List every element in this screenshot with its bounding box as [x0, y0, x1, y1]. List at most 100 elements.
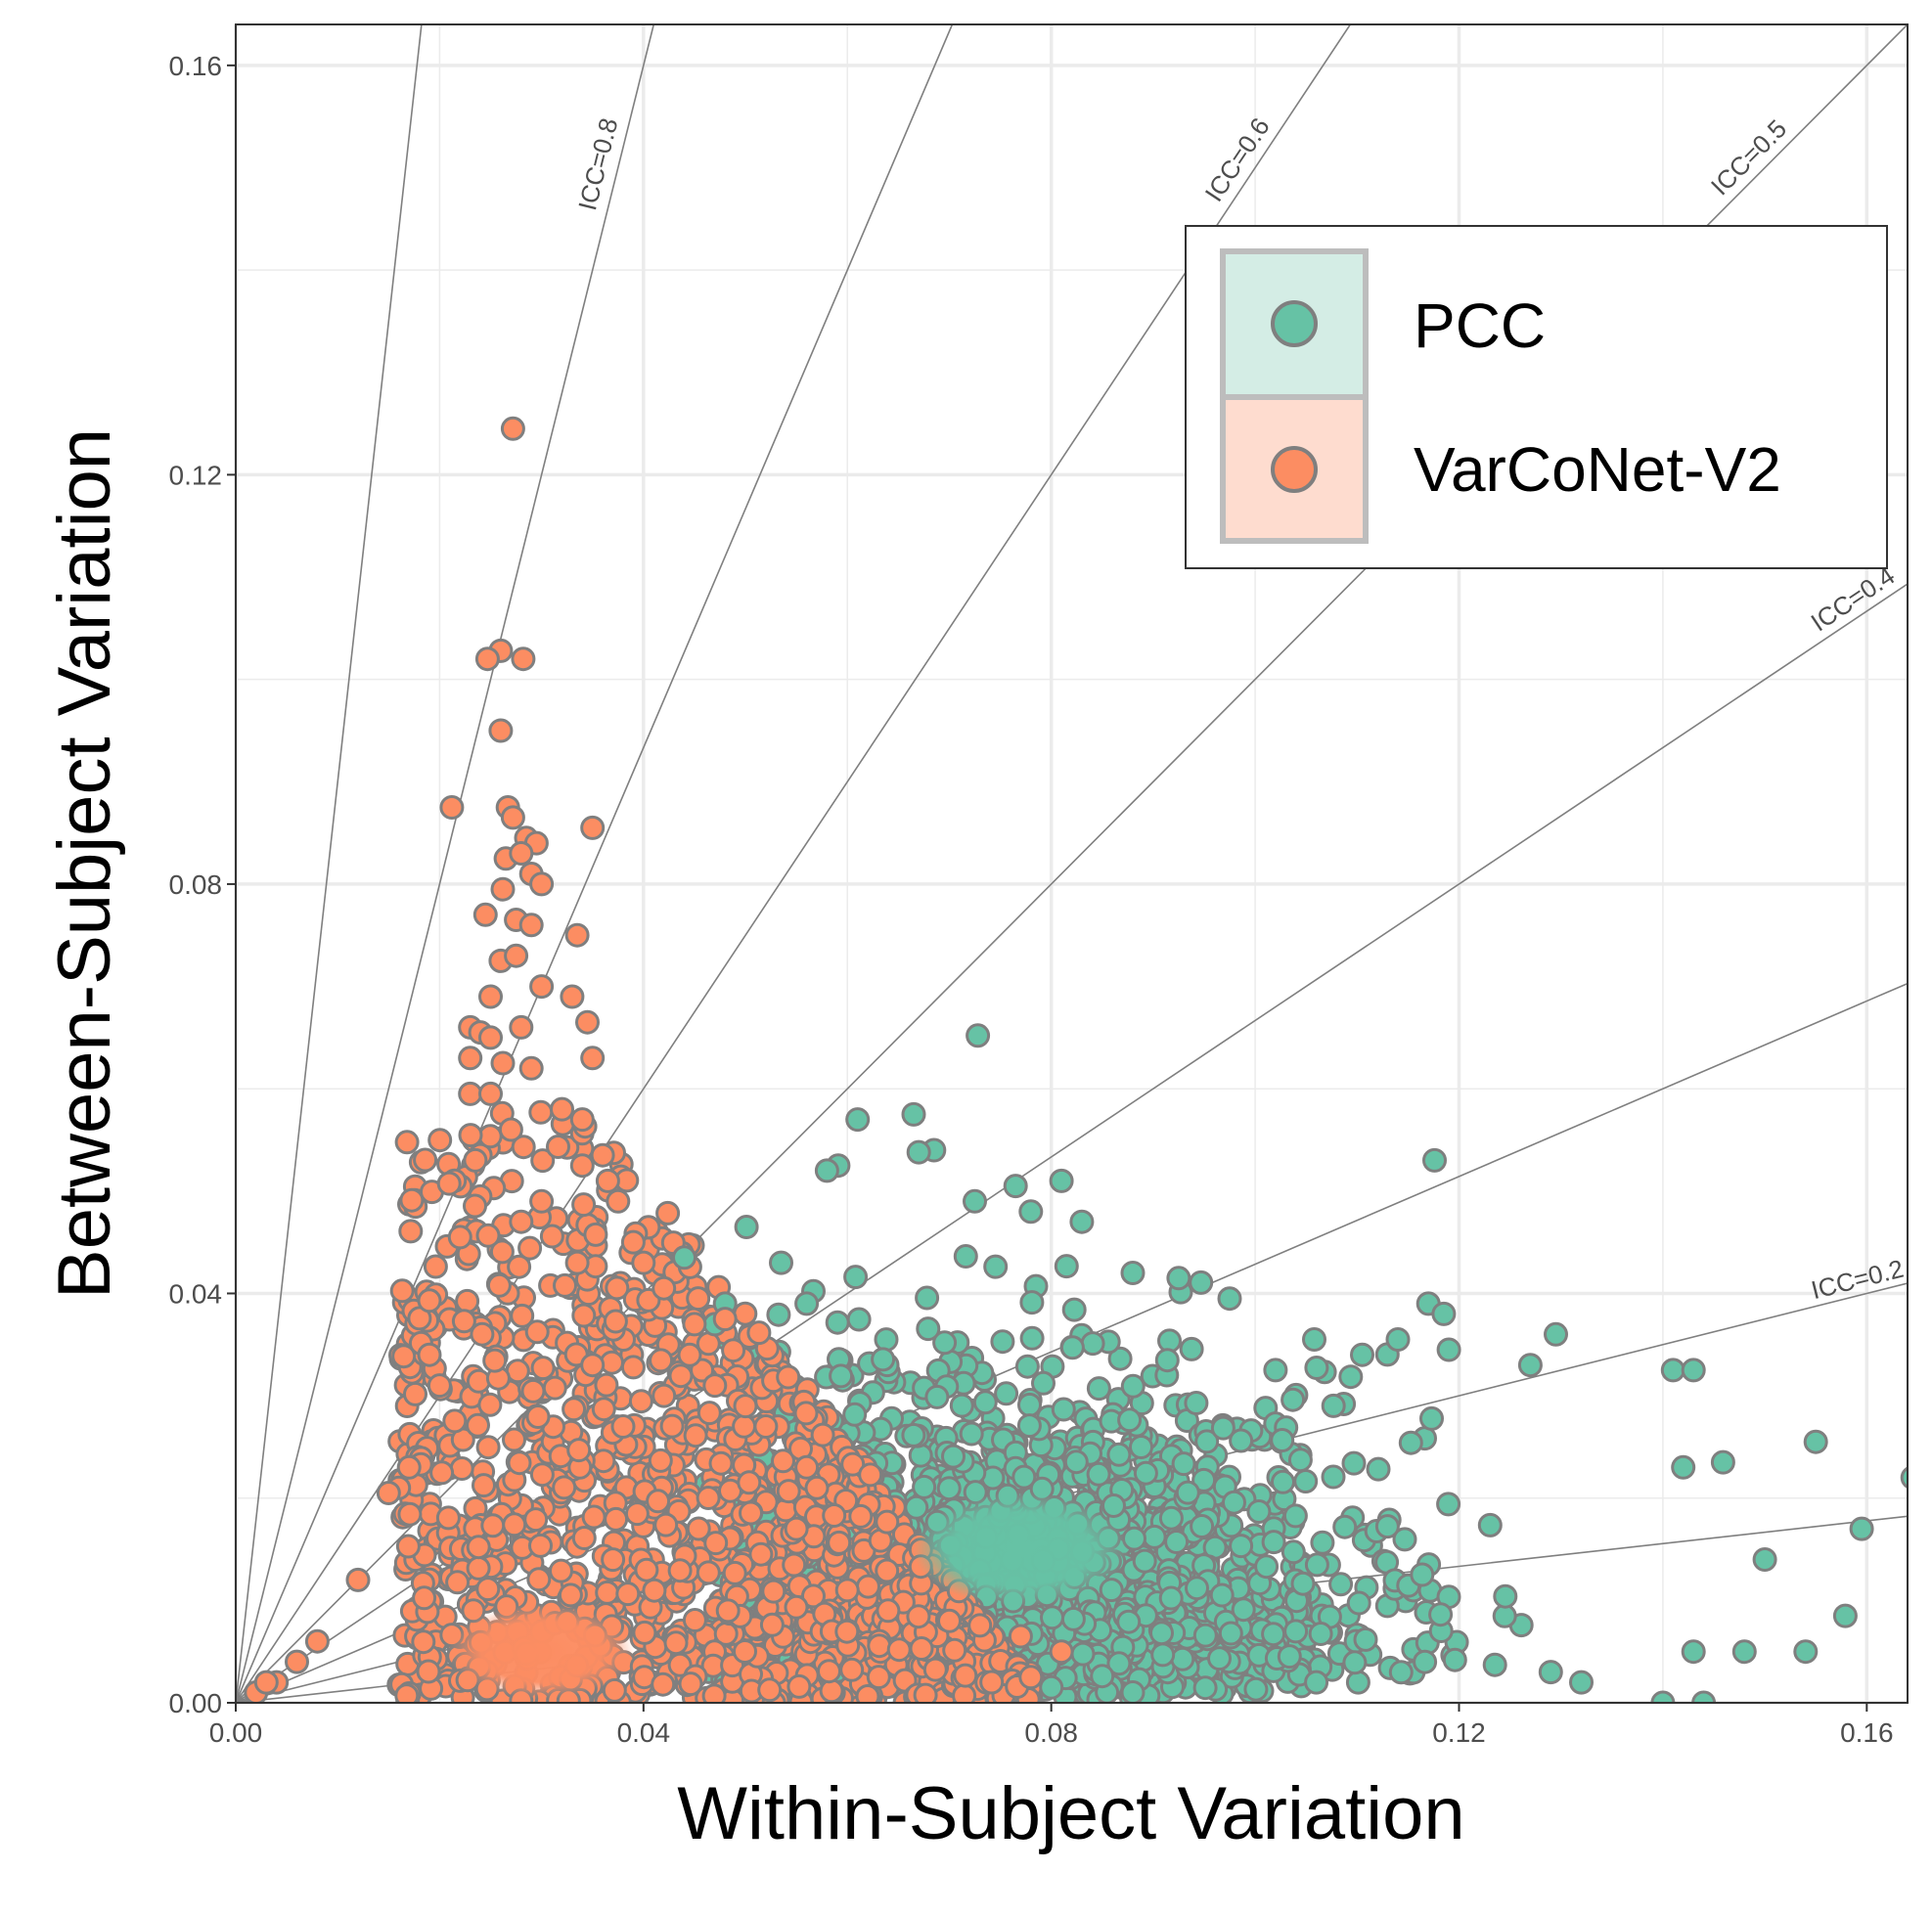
varconet-point — [525, 1404, 551, 1429]
varconet-point — [659, 1413, 685, 1439]
pcc-point — [1261, 1530, 1286, 1555]
varconet-point — [564, 922, 590, 948]
pcc-point — [1660, 1358, 1685, 1383]
pcc-point — [1142, 1524, 1167, 1549]
pcc-point — [1158, 1505, 1184, 1531]
pcc-point — [1254, 1554, 1280, 1580]
pcc-point — [1189, 1270, 1214, 1295]
varconet-point — [571, 1303, 597, 1328]
pcc-point — [1832, 1603, 1858, 1628]
pcc-point — [843, 1265, 869, 1290]
varconet-point — [412, 1585, 437, 1611]
varconet-point — [712, 1307, 738, 1332]
pcc-point — [1132, 1548, 1157, 1574]
x-tick-label: 0.08 — [1024, 1717, 1078, 1748]
varconet-point — [682, 1608, 707, 1632]
pcc-point — [1011, 1464, 1037, 1490]
varconet-point — [583, 1222, 608, 1247]
varconet-point — [417, 1288, 442, 1314]
pcc-point — [972, 1390, 998, 1415]
varconet-point — [761, 1579, 786, 1604]
varconet-point — [564, 1250, 590, 1275]
varconet-point — [733, 1394, 758, 1419]
varconet-point — [701, 1683, 727, 1703]
varconet-point — [604, 1506, 629, 1532]
varconet-point — [620, 1229, 646, 1255]
pcc-point — [1341, 1450, 1367, 1476]
pcc-point — [1150, 1642, 1176, 1668]
pcc-point — [1310, 1530, 1335, 1555]
varconet-point — [507, 1450, 532, 1476]
pcc-point — [1117, 1407, 1143, 1433]
varconet-point — [1018, 1665, 1044, 1690]
varconet-point — [504, 943, 529, 968]
pcc-point — [1366, 1456, 1391, 1482]
varconet-point — [253, 1670, 279, 1695]
varconet-point — [435, 1505, 461, 1531]
icc-line — [236, 24, 954, 1703]
pcc-point — [1184, 1391, 1209, 1415]
pcc-point — [924, 1384, 950, 1409]
pcc-point — [1388, 1660, 1414, 1685]
varconet-point — [549, 1558, 573, 1583]
varconet-point — [502, 1512, 527, 1537]
varconet-point — [580, 1353, 606, 1378]
pcc-point — [1059, 1335, 1085, 1360]
varconet-point — [682, 1312, 707, 1337]
pcc-point — [794, 1291, 820, 1316]
pcc-point — [1222, 1490, 1246, 1515]
varconet-point — [906, 1604, 931, 1629]
pcc-point — [1039, 1674, 1064, 1700]
varconet-point — [569, 1107, 595, 1133]
pcc-point — [1120, 1373, 1146, 1399]
varconet-point — [482, 1348, 508, 1373]
varconet-point — [507, 1254, 532, 1279]
pcc-point — [1436, 1492, 1461, 1517]
pcc-point — [1069, 1209, 1095, 1234]
varconet-point — [571, 1526, 597, 1550]
varconet-point — [458, 1081, 483, 1106]
pcc-point — [1194, 1429, 1220, 1454]
pcc-point — [1277, 1644, 1302, 1670]
varconet-point — [395, 1534, 421, 1559]
pcc-point — [1017, 1392, 1042, 1417]
icc-line — [236, 24, 1351, 1703]
varconet-point — [858, 1462, 883, 1488]
pcc-point — [1304, 1670, 1329, 1695]
varconet-point — [804, 1475, 830, 1500]
varconet-point — [886, 1637, 912, 1663]
pcc-point — [1229, 1428, 1254, 1453]
pcc-point — [1398, 1430, 1423, 1455]
varconet-point — [553, 1272, 577, 1298]
varconet-point — [472, 902, 498, 927]
varconet-point — [590, 1142, 615, 1168]
varconet-point — [746, 1320, 772, 1346]
varconet-point — [445, 1570, 471, 1595]
pcc-point — [845, 1107, 871, 1133]
varconet-point — [967, 1613, 993, 1638]
pcc-point — [1793, 1639, 1819, 1665]
varconet-point — [753, 1414, 779, 1439]
pcc-point — [1281, 1539, 1306, 1565]
varconet-point — [601, 1547, 626, 1573]
icc-line — [236, 24, 423, 1703]
pcc-point — [1710, 1449, 1735, 1475]
pcc-point — [1051, 1397, 1076, 1422]
varconet-point — [486, 1272, 512, 1298]
varconet-point — [394, 1130, 420, 1155]
pcc-point — [1900, 1466, 1908, 1490]
varconet-point — [474, 646, 500, 672]
pcc-point — [1321, 1464, 1346, 1490]
pcc-point — [1049, 1168, 1074, 1193]
pcc-point — [1671, 1454, 1696, 1480]
pcc-point — [1031, 1370, 1056, 1396]
varconet-point — [546, 1135, 570, 1159]
varconet-point — [937, 1608, 962, 1633]
varconet-point — [683, 1423, 708, 1448]
pcc-point — [912, 1474, 937, 1499]
varconet-point — [569, 1153, 595, 1179]
pcc-point — [1207, 1646, 1232, 1671]
pcc-point — [1106, 1651, 1132, 1676]
pcc-point — [1166, 1266, 1191, 1291]
x-axis-ticks: 0.00 0.04 0.08 0.12 0.16 — [209, 1703, 1894, 1748]
